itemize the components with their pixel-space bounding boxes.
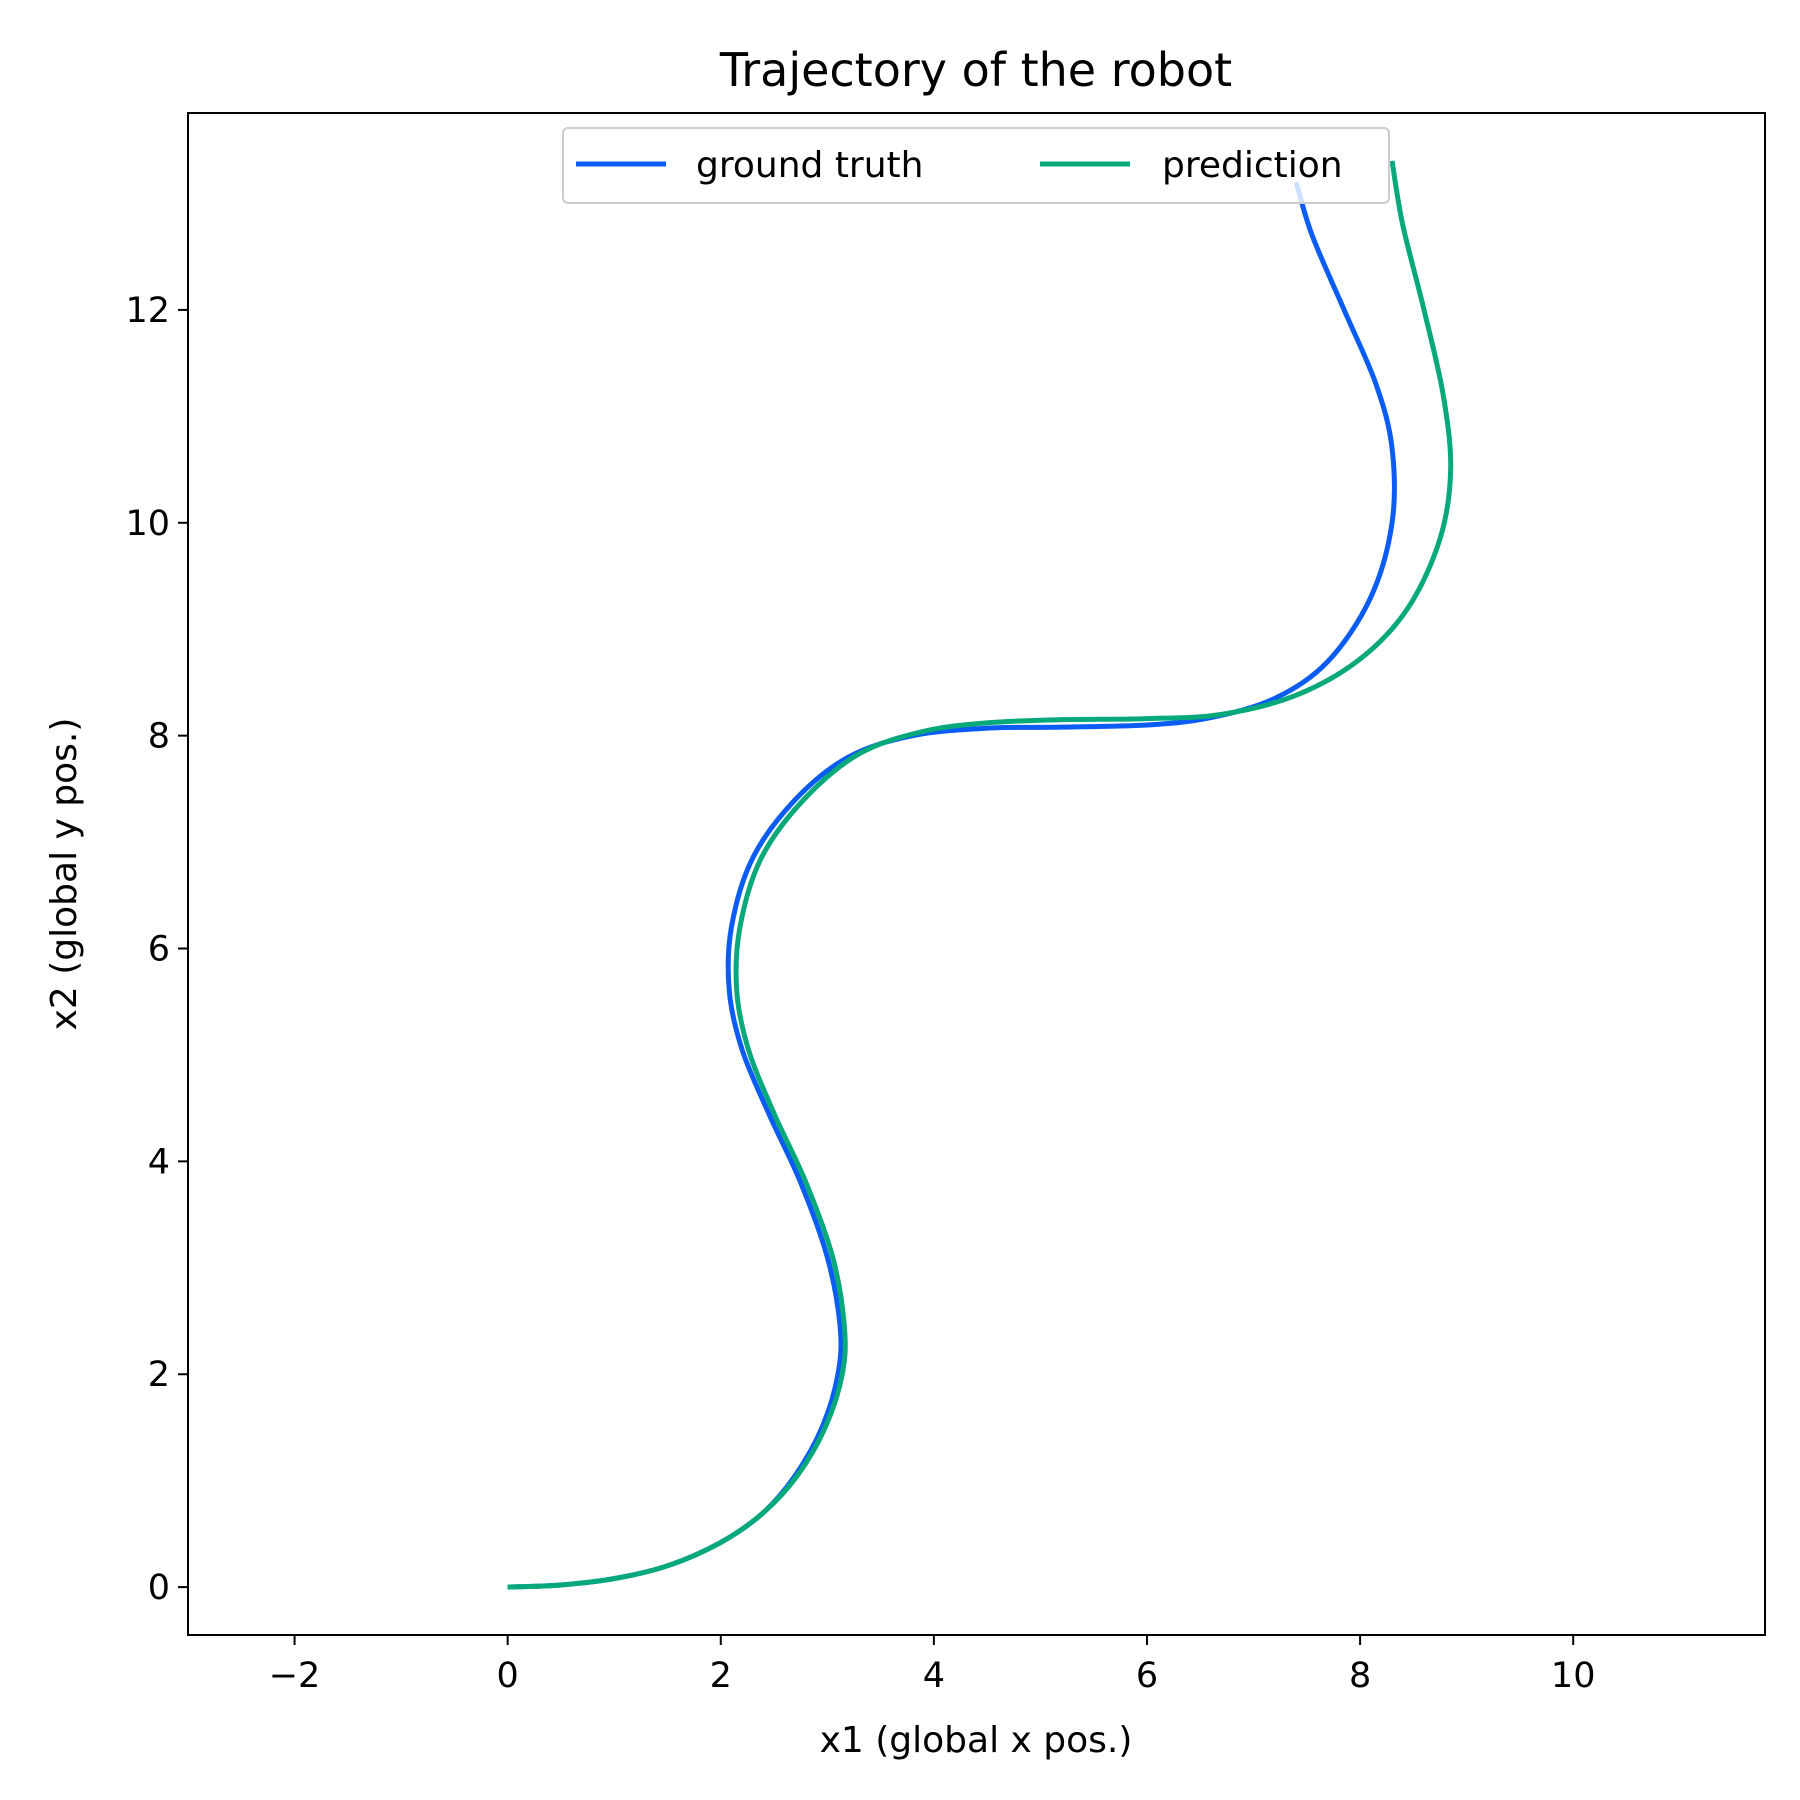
x-tick-label: 6 (1136, 1656, 1158, 1696)
x-tick-label: 4 (923, 1656, 945, 1696)
y-tick-label: 0 (148, 1568, 170, 1608)
x-tick-label: 8 (1349, 1656, 1371, 1696)
y-tick-label: 2 (148, 1355, 170, 1395)
chart-title: Trajectory of the robot (719, 43, 1232, 97)
x-tick-label: 2 (710, 1656, 732, 1696)
y-tick-label: 8 (148, 717, 170, 757)
legend: ground truth prediction (562, 127, 1390, 204)
series-line-prediction (507, 160, 1454, 1590)
plot-area (507, 160, 1454, 1590)
x-tick-label: 10 (1551, 1656, 1596, 1696)
y-axis-label: x2 (global y pos.) (44, 718, 85, 1031)
legend-label-ground-truth: ground truth (696, 145, 923, 186)
y-tick-label: 6 (148, 930, 170, 970)
x-tick-label: 0 (497, 1656, 519, 1696)
legend-label-prediction: prediction (1162, 145, 1343, 186)
y-tick-label: 12 (125, 291, 170, 331)
x-axis-label: x1 (global x pos.) (820, 1720, 1133, 1761)
legend-box (562, 127, 1390, 204)
y-tick-label: 4 (148, 1142, 170, 1182)
plot-frame (187, 112, 1766, 1636)
axis-ticks: −2 0 2 4 6 8 10 0 2 4 6 8 10 12 (125, 291, 1595, 1696)
x-tick-label: −2 (269, 1656, 321, 1696)
series-line-ground-truth (507, 181, 1397, 1590)
y-tick-label: 10 (125, 504, 170, 544)
